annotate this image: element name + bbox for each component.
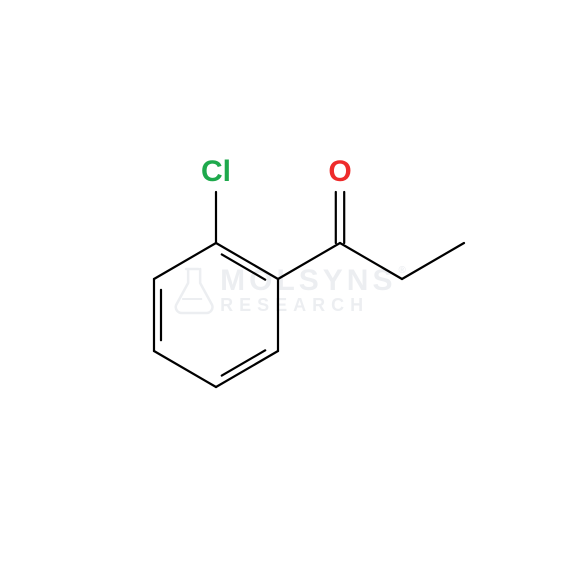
molecule-diagram: [0, 0, 580, 580]
